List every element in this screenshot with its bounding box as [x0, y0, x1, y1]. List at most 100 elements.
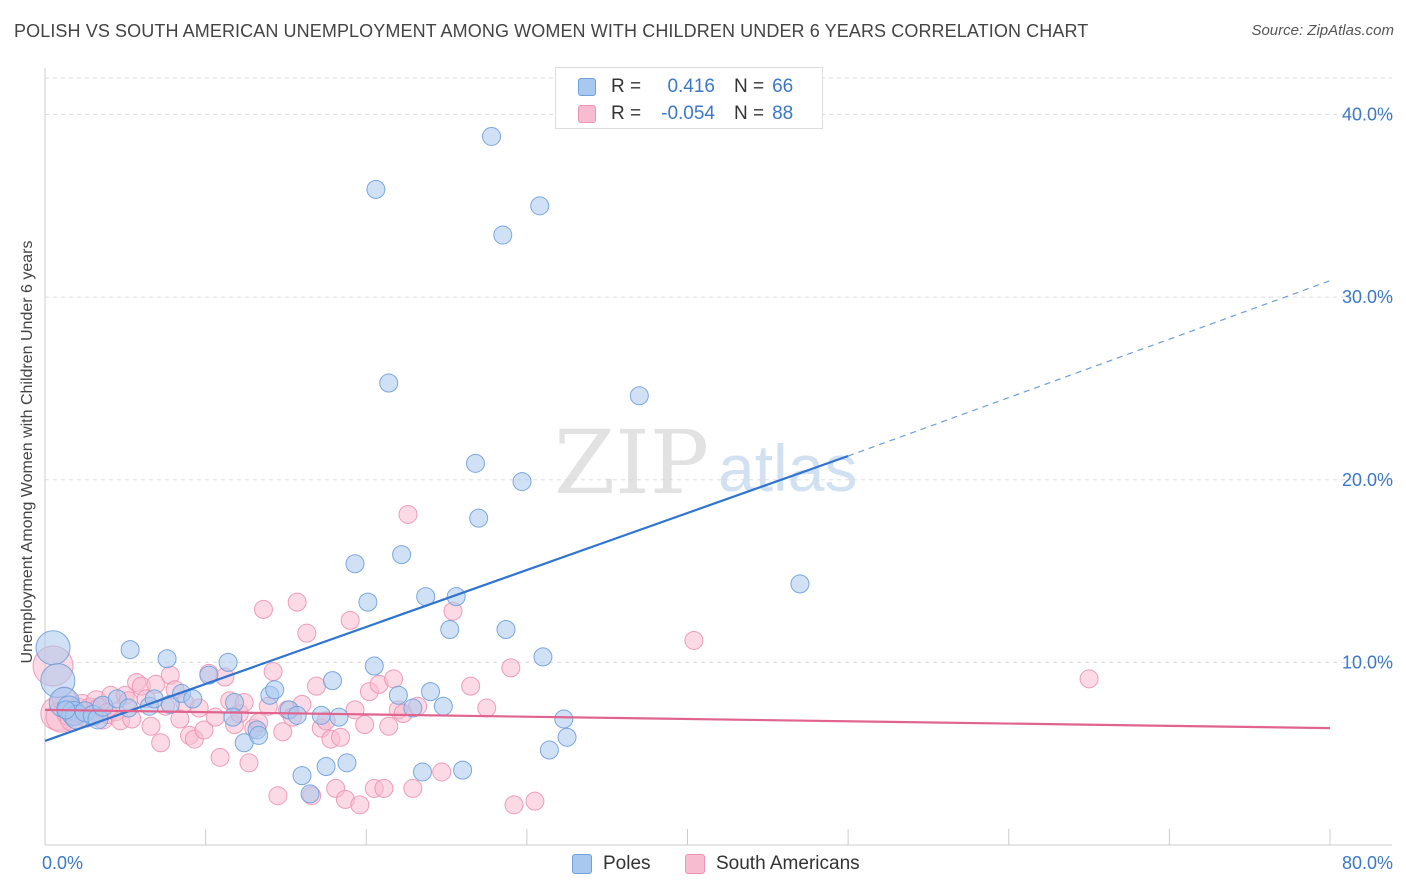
legend-r-value: -0.054 [661, 103, 715, 124]
poles-point [366, 179, 386, 199]
poles-point [329, 707, 349, 727]
south-americans-point [432, 762, 452, 782]
poles-point [223, 707, 243, 727]
poles-point [337, 753, 357, 773]
y-axis-label: Unemployment Among Women with Children U… [19, 240, 36, 664]
south-americans-point [398, 504, 418, 524]
poles-point [440, 620, 460, 640]
poles-point [453, 760, 473, 780]
south-americans-point [340, 610, 360, 630]
poles-point [249, 725, 269, 745]
poles-point [433, 696, 453, 716]
y-tick-label: 10.0% [1342, 652, 1393, 672]
south-americans-point [239, 753, 259, 773]
poles-point [412, 762, 432, 782]
poles-point [388, 685, 408, 705]
poles-point [35, 630, 71, 666]
poles-point [199, 665, 219, 685]
south-americans-point [355, 714, 375, 734]
legend-r-value: 0.416 [667, 76, 715, 97]
watermark-atlas: atlas [718, 431, 857, 505]
poles-trend-extension [847, 280, 1331, 457]
bottom-legend-poles[interactable]: Poles [572, 852, 651, 876]
poles-point [496, 620, 516, 640]
south-americans-point [268, 786, 288, 806]
south-americans-point [384, 669, 404, 689]
poles-point [530, 196, 550, 216]
correlation-legend: R = 0.416 N = 66 R = -0.054 N = 88 [555, 67, 823, 129]
poles-point [557, 727, 577, 747]
south-americans-point [379, 716, 399, 736]
poles-point [287, 705, 307, 725]
south-americans-point [477, 698, 497, 718]
poles-point [493, 225, 513, 245]
legend-row-poles: R = 0.416 N = 66 [578, 75, 793, 99]
poles-point [392, 545, 412, 565]
south-americans-point [194, 720, 214, 740]
south-americans-point [374, 778, 394, 798]
poles-point [465, 453, 485, 473]
south-americans-point [461, 676, 481, 696]
poles-point [345, 554, 365, 574]
south-americans-point [210, 747, 230, 767]
poles-point [554, 709, 574, 729]
poles-point [358, 592, 378, 612]
legend-n-label: N = [734, 76, 765, 97]
legend-r-label: R = [611, 103, 642, 124]
poles-point [629, 386, 649, 406]
y-tick-label: 40.0% [1342, 105, 1393, 125]
source-credit: Source: ZipAtlas.com [1251, 22, 1394, 39]
watermark-zip: ZIP [554, 411, 709, 514]
south-americans-point [350, 795, 370, 815]
legend-n-label: N = [734, 103, 765, 124]
poles-point [482, 126, 502, 146]
south-americans-point [306, 676, 326, 696]
south-americans-legend-swatch [685, 854, 705, 874]
x-tick-label: 0.0% [42, 853, 83, 873]
poles-point [120, 640, 140, 660]
poles-point [469, 508, 489, 528]
south-americans-point [263, 662, 283, 682]
poles-point [421, 682, 440, 702]
poles-legend-label: Poles [603, 853, 651, 874]
south-americans-legend-label: South Americans [716, 853, 860, 874]
poles-point [403, 698, 423, 718]
south-americans-point [253, 599, 273, 619]
south-americans-point [287, 592, 307, 612]
south-americans-point [205, 707, 225, 727]
poles-legend-swatch [572, 854, 592, 874]
legend-n-value: 66 [772, 76, 794, 97]
poles-point [218, 652, 238, 672]
poles-point [364, 656, 384, 676]
legend-n-value: 88 [772, 103, 794, 124]
poles-point [316, 756, 336, 776]
y-tick-label: 20.0% [1342, 470, 1393, 490]
south-americans-point [501, 658, 521, 678]
y-tick-label: 30.0% [1342, 287, 1393, 307]
south-americans-point [297, 623, 317, 643]
south-americans-point [1079, 669, 1099, 689]
south-americans-point [151, 733, 171, 753]
south-americans-point [403, 778, 423, 798]
south-americans-point [525, 791, 545, 811]
poles-trend-line [44, 454, 849, 742]
legend-r-label: R = [611, 76, 642, 97]
poles-point [300, 784, 320, 804]
south-americans-point [141, 716, 161, 736]
south-americans-point [504, 795, 524, 815]
poles-swatch [578, 78, 596, 96]
south-americans-point [684, 630, 704, 650]
poles-point [265, 680, 285, 700]
x-tick-label: 80.0% [1342, 853, 1393, 873]
poles-point [446, 587, 466, 607]
chart-title: POLISH VS SOUTH AMERICAN UNEMPLOYMENT AM… [14, 21, 1089, 41]
poles-point [292, 766, 312, 786]
poles-point [790, 574, 810, 594]
poles-point [311, 705, 331, 725]
bottom-legend-south-americans[interactable]: South Americans [685, 852, 860, 876]
poles-point [533, 647, 553, 667]
south-americans-point [273, 722, 293, 742]
poles-point [157, 649, 177, 669]
south-americans-point [331, 727, 351, 747]
